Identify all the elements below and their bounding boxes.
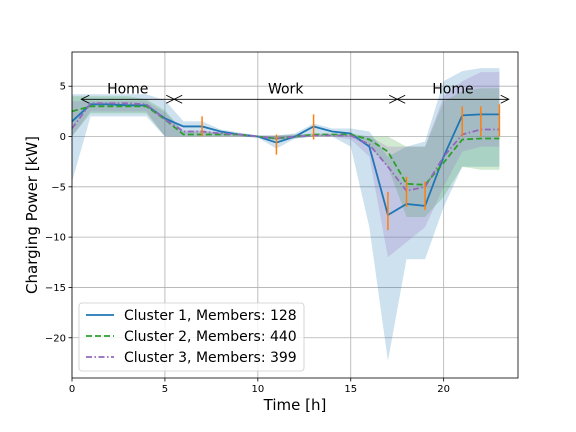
series-lines xyxy=(71,102,500,217)
legend-label-series-3: Cluster 3, Members: 399 xyxy=(124,350,297,366)
arrow-head-left xyxy=(173,94,183,104)
legend: Cluster 1, Members: 128 Cluster 2, Member… xyxy=(78,302,305,372)
axis-ticks: 0 5 10 15 20 5 0 −5 −10 −15 −20 xyxy=(45,82,450,395)
x-tick-label: 20 xyxy=(437,384,450,395)
x-tick-label: 5 xyxy=(162,384,168,395)
arrow-head-left xyxy=(80,94,90,104)
region-label-3: Home xyxy=(432,81,473,97)
error-bars xyxy=(201,104,501,231)
y-tick-label: −15 xyxy=(45,283,66,294)
y-tick-label: −20 xyxy=(45,333,66,344)
line-series-3 xyxy=(71,102,500,192)
y-axis-label: Charging Power [kW] xyxy=(23,136,41,294)
legend-box xyxy=(78,302,305,372)
annotations: Home Work Home xyxy=(80,81,510,104)
plot-frame xyxy=(71,51,519,379)
x-tick-label: 10 xyxy=(251,384,264,395)
region-label-2: Work xyxy=(268,81,304,97)
y-tick-label: 5 xyxy=(60,82,66,93)
legend-label-series-2: Cluster 2, Members: 440 xyxy=(124,329,297,345)
arrow-head-right xyxy=(500,94,510,104)
x-tick-label: 0 xyxy=(69,384,75,395)
x-tick-label: 15 xyxy=(344,384,357,395)
legend-label-series-1: Cluster 1, Members: 128 xyxy=(124,308,297,324)
y-tick-label: −10 xyxy=(45,233,66,244)
line-series-1 xyxy=(71,103,500,217)
band-series-3 xyxy=(72,72,500,258)
x-axis-label: Time [h] xyxy=(263,396,327,414)
arrow-head-left xyxy=(396,94,406,104)
y-tick-label: −5 xyxy=(51,182,66,193)
line-series-2 xyxy=(71,105,500,186)
region-label-1: Home xyxy=(107,81,148,97)
band-series-2 xyxy=(72,88,500,218)
uncertainty-bands xyxy=(72,68,500,361)
band-series-1 xyxy=(72,68,500,361)
y-tick-label: 0 xyxy=(60,132,66,143)
